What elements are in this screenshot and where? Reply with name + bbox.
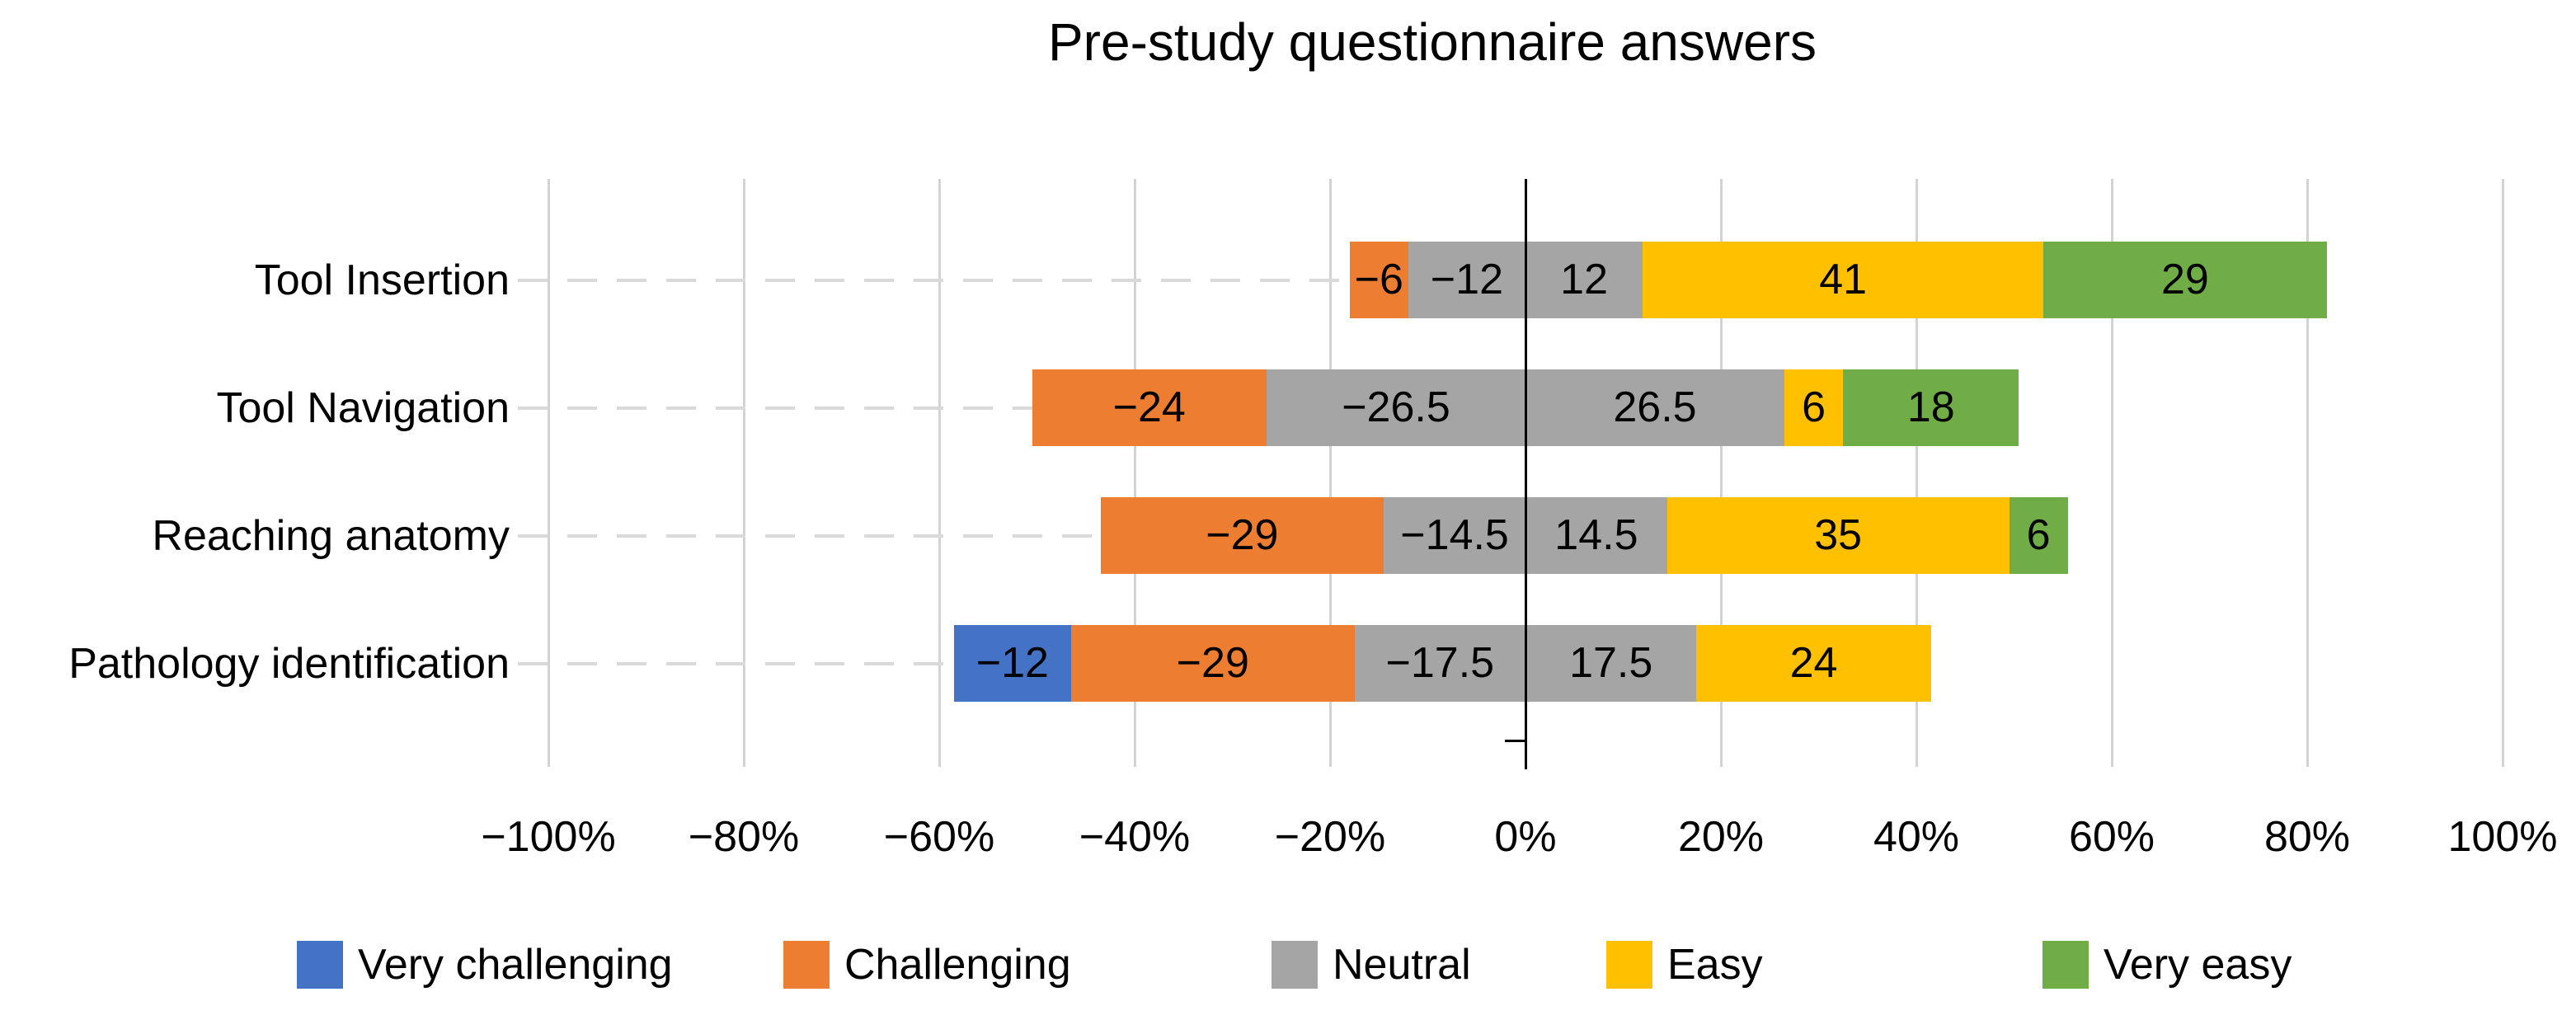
bar-segment: 14.5 xyxy=(1525,497,1667,574)
bar-row: −6 −12 12 41 29 xyxy=(548,242,2503,318)
segment-value-label: 18 xyxy=(1906,383,1955,431)
legend-label: Very challenging xyxy=(358,941,673,989)
legend-label: Very easy xyxy=(2104,941,2292,989)
bar-segment: −29 xyxy=(1070,625,1355,702)
bar-segment: 17.5 xyxy=(1525,625,1697,702)
legend-item: Easy xyxy=(1606,940,1763,989)
legend-swatch xyxy=(2042,941,2089,989)
segment-value-label: 29 xyxy=(2160,256,2209,303)
legend-swatch xyxy=(783,941,830,989)
bar-segment: −6 xyxy=(1349,242,1408,318)
x-tick-label: 20% xyxy=(1677,813,1765,861)
x-tick-label: 80% xyxy=(2263,813,2351,861)
bar-segment: 29 xyxy=(2043,242,2327,318)
zero-axis-line xyxy=(1525,179,1527,769)
gridline xyxy=(2306,179,2309,767)
category-leader-line xyxy=(518,406,1032,410)
segment-value-label: 14.5 xyxy=(1554,511,1638,559)
bar-segment: 35 xyxy=(1666,497,2010,574)
legend-label: Easy xyxy=(1667,941,1763,989)
x-tick-label: 40% xyxy=(1873,813,1960,861)
category-label: Reaching anatomy xyxy=(152,511,510,560)
segment-value-label: 6 xyxy=(1802,383,1826,431)
bar-segment: 18 xyxy=(1843,369,2019,446)
segment-value-label: −12 xyxy=(975,639,1049,687)
segment-value-label: 24 xyxy=(1789,639,1838,687)
bar-segment: −14.5 xyxy=(1384,497,1525,574)
bar-segment: −26.5 xyxy=(1266,369,1525,446)
segment-value-label: −29 xyxy=(1176,639,1249,687)
category-leader-line xyxy=(518,661,954,665)
x-tick-label: −20% xyxy=(1274,813,1386,861)
bar-row: −24 −26.5 26.5 6 18 xyxy=(548,369,2503,446)
x-tick-label: 60% xyxy=(2068,813,2155,861)
gridline xyxy=(1329,179,1332,767)
segment-value-label: −12 xyxy=(1430,256,1503,303)
segment-value-label: 26.5 xyxy=(1613,383,1697,431)
bar-row: −29 −14.5 14.5 35 6 xyxy=(548,497,2503,574)
bar-segment: 24 xyxy=(1696,625,1931,702)
bar-segment: −12 xyxy=(953,625,1071,702)
segment-value-label: 6 xyxy=(2026,511,2051,559)
segment-value-label: −26.5 xyxy=(1342,383,1450,431)
x-tick-label: −80% xyxy=(688,813,800,861)
chart-title: Pre-study questionnaire answers xyxy=(1047,12,1817,72)
legend-swatch xyxy=(297,941,343,989)
bar-segment: 26.5 xyxy=(1525,369,1785,446)
segment-value-label: −24 xyxy=(1112,383,1186,431)
bar-segment: −29 xyxy=(1100,497,1384,574)
x-tick-label: 0% xyxy=(1494,813,1557,861)
category-leader-line xyxy=(518,278,1350,282)
gridline xyxy=(2502,179,2504,767)
legend-label: Challenging xyxy=(844,941,1071,989)
legend-swatch xyxy=(1272,941,1318,989)
category-label: Tool Insertion xyxy=(254,256,510,304)
legend-item: Challenging xyxy=(783,940,1071,989)
x-tick-label: −40% xyxy=(1079,813,1191,861)
zero-axis-tick xyxy=(1505,740,1526,742)
plot-area: −6 −12 12 41 29 −24 −26.5 26.5 6 18 −29 −14.5 14.5 35… xyxy=(518,179,2504,769)
gridline xyxy=(1720,179,1723,767)
category-label: Pathology identification xyxy=(68,639,510,688)
bar-row: −12 −29 −17.5 17.5 24 xyxy=(548,625,2503,702)
category-label: Tool Navigation xyxy=(216,383,510,432)
segment-value-label: 41 xyxy=(1819,256,1868,303)
bar-segment: −17.5 xyxy=(1354,625,1525,702)
gridline xyxy=(1916,179,1918,767)
x-tick-label: −100% xyxy=(481,813,616,861)
segment-value-label: −14.5 xyxy=(1400,511,1509,559)
gridline xyxy=(548,179,550,767)
x-tick-label: 100% xyxy=(2447,813,2558,861)
segment-value-label: 12 xyxy=(1560,256,1609,303)
gridline xyxy=(2111,179,2113,767)
bar-segment: 6 xyxy=(2009,497,2068,574)
legend-label: Neutral xyxy=(1333,941,1471,989)
legend-swatch xyxy=(1606,941,1652,989)
gridline xyxy=(938,179,941,767)
legend-item: Very challenging xyxy=(297,940,673,989)
segment-value-label: 17.5 xyxy=(1569,639,1653,687)
bar-segment: −12 xyxy=(1408,242,1525,318)
segment-value-label: −17.5 xyxy=(1385,639,1495,687)
legend-item: Neutral xyxy=(1272,940,1471,989)
legend-item: Very easy xyxy=(2042,940,2292,989)
bar-segment: −24 xyxy=(1032,369,1267,446)
gridline xyxy=(743,179,745,767)
segment-value-label: −29 xyxy=(1206,511,1279,559)
bar-segment: 12 xyxy=(1525,242,1643,318)
bar-segment: 41 xyxy=(1643,242,2044,318)
segment-value-label: 35 xyxy=(1814,511,1863,559)
category-leader-line xyxy=(518,534,1101,538)
segment-value-label: −6 xyxy=(1354,256,1403,303)
x-tick-label: −60% xyxy=(883,813,995,861)
gridline xyxy=(1134,179,1136,767)
bar-segment: 6 xyxy=(1784,369,1844,446)
